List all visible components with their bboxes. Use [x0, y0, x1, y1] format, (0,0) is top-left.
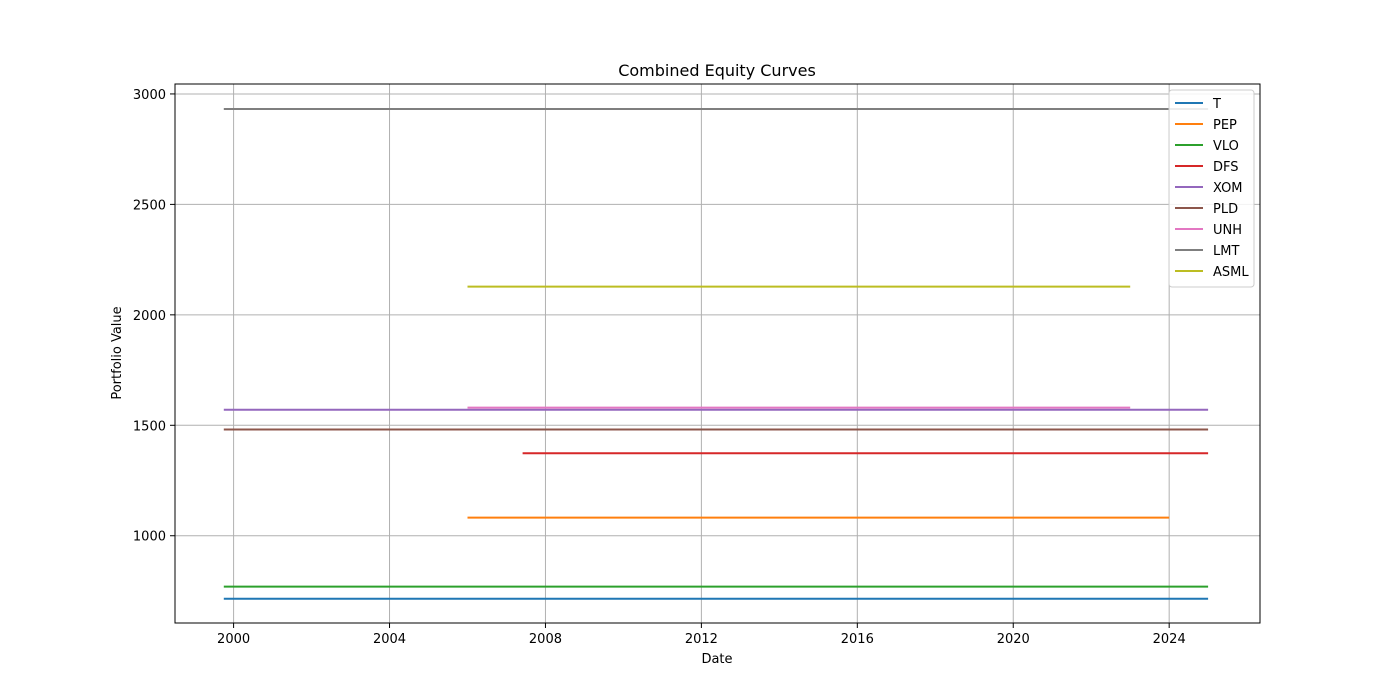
- x-tick-label: 2016: [841, 632, 874, 647]
- legend-label: DFS: [1213, 160, 1239, 175]
- legend-item-lmt: LMT: [1175, 244, 1239, 259]
- y-tick-label: 1500: [133, 419, 166, 434]
- legend-label: PEP: [1213, 118, 1237, 133]
- y-tick-label: 1000: [133, 530, 166, 545]
- y-axis-label: Portfolio Value: [110, 306, 125, 399]
- series-lines: [223, 108, 1209, 600]
- legend-item-pep: PEP: [1175, 118, 1237, 133]
- x-axis-label: Date: [701, 652, 732, 667]
- legend-label: PLD: [1213, 202, 1238, 217]
- legend-label: T: [1212, 97, 1221, 112]
- x-tick-label: 2020: [997, 632, 1030, 647]
- y-tick-label: 2500: [133, 198, 166, 213]
- legend-label: ASML: [1213, 265, 1249, 280]
- chart-title: Combined Equity Curves: [618, 61, 816, 80]
- legend-item-asml: ASML: [1175, 265, 1249, 280]
- y-axis-ticks: 1000 1500 2000 2500 3000: [133, 88, 175, 545]
- x-tick-label: 2004: [373, 632, 406, 647]
- legend-item-vlo: VLO: [1175, 139, 1239, 154]
- legend-item-dfs: DFS: [1175, 160, 1239, 175]
- legend: T PEP VLO DFS XOM PLD UNH LMT ASML: [1168, 89, 1255, 288]
- y-tick-label: 2000: [133, 309, 166, 324]
- x-tick-label: 2024: [1153, 632, 1186, 647]
- legend-item-t: T: [1175, 97, 1221, 112]
- legend-item-unh: UNH: [1175, 223, 1242, 238]
- grid: [175, 84, 1260, 623]
- legend-label: XOM: [1213, 181, 1243, 196]
- plot-frame: [174, 83, 1261, 624]
- legend-label: UNH: [1213, 223, 1242, 238]
- legend-label: VLO: [1213, 139, 1239, 154]
- x-tick-label: 2008: [529, 632, 562, 647]
- legend-label: LMT: [1213, 244, 1239, 259]
- legend-item-xom: XOM: [1175, 181, 1243, 196]
- y-tick-label: 3000: [133, 88, 166, 103]
- x-axis-ticks: 2000 2004 2008 2012 2016 2020 2024: [217, 623, 1186, 647]
- legend-item-pld: PLD: [1175, 202, 1238, 217]
- x-tick-label: 2000: [217, 632, 250, 647]
- legend-box: [1168, 89, 1255, 288]
- x-tick-label: 2012: [685, 632, 718, 647]
